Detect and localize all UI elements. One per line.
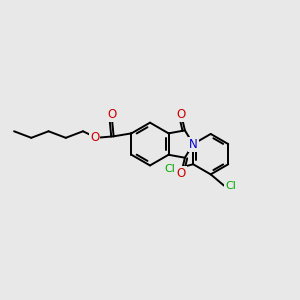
Text: Cl: Cl bbox=[165, 164, 176, 174]
Text: Cl: Cl bbox=[225, 181, 236, 191]
Text: O: O bbox=[107, 108, 117, 121]
Text: O: O bbox=[177, 108, 186, 122]
Text: O: O bbox=[177, 167, 186, 180]
Text: N: N bbox=[189, 138, 198, 151]
Text: O: O bbox=[90, 131, 100, 144]
